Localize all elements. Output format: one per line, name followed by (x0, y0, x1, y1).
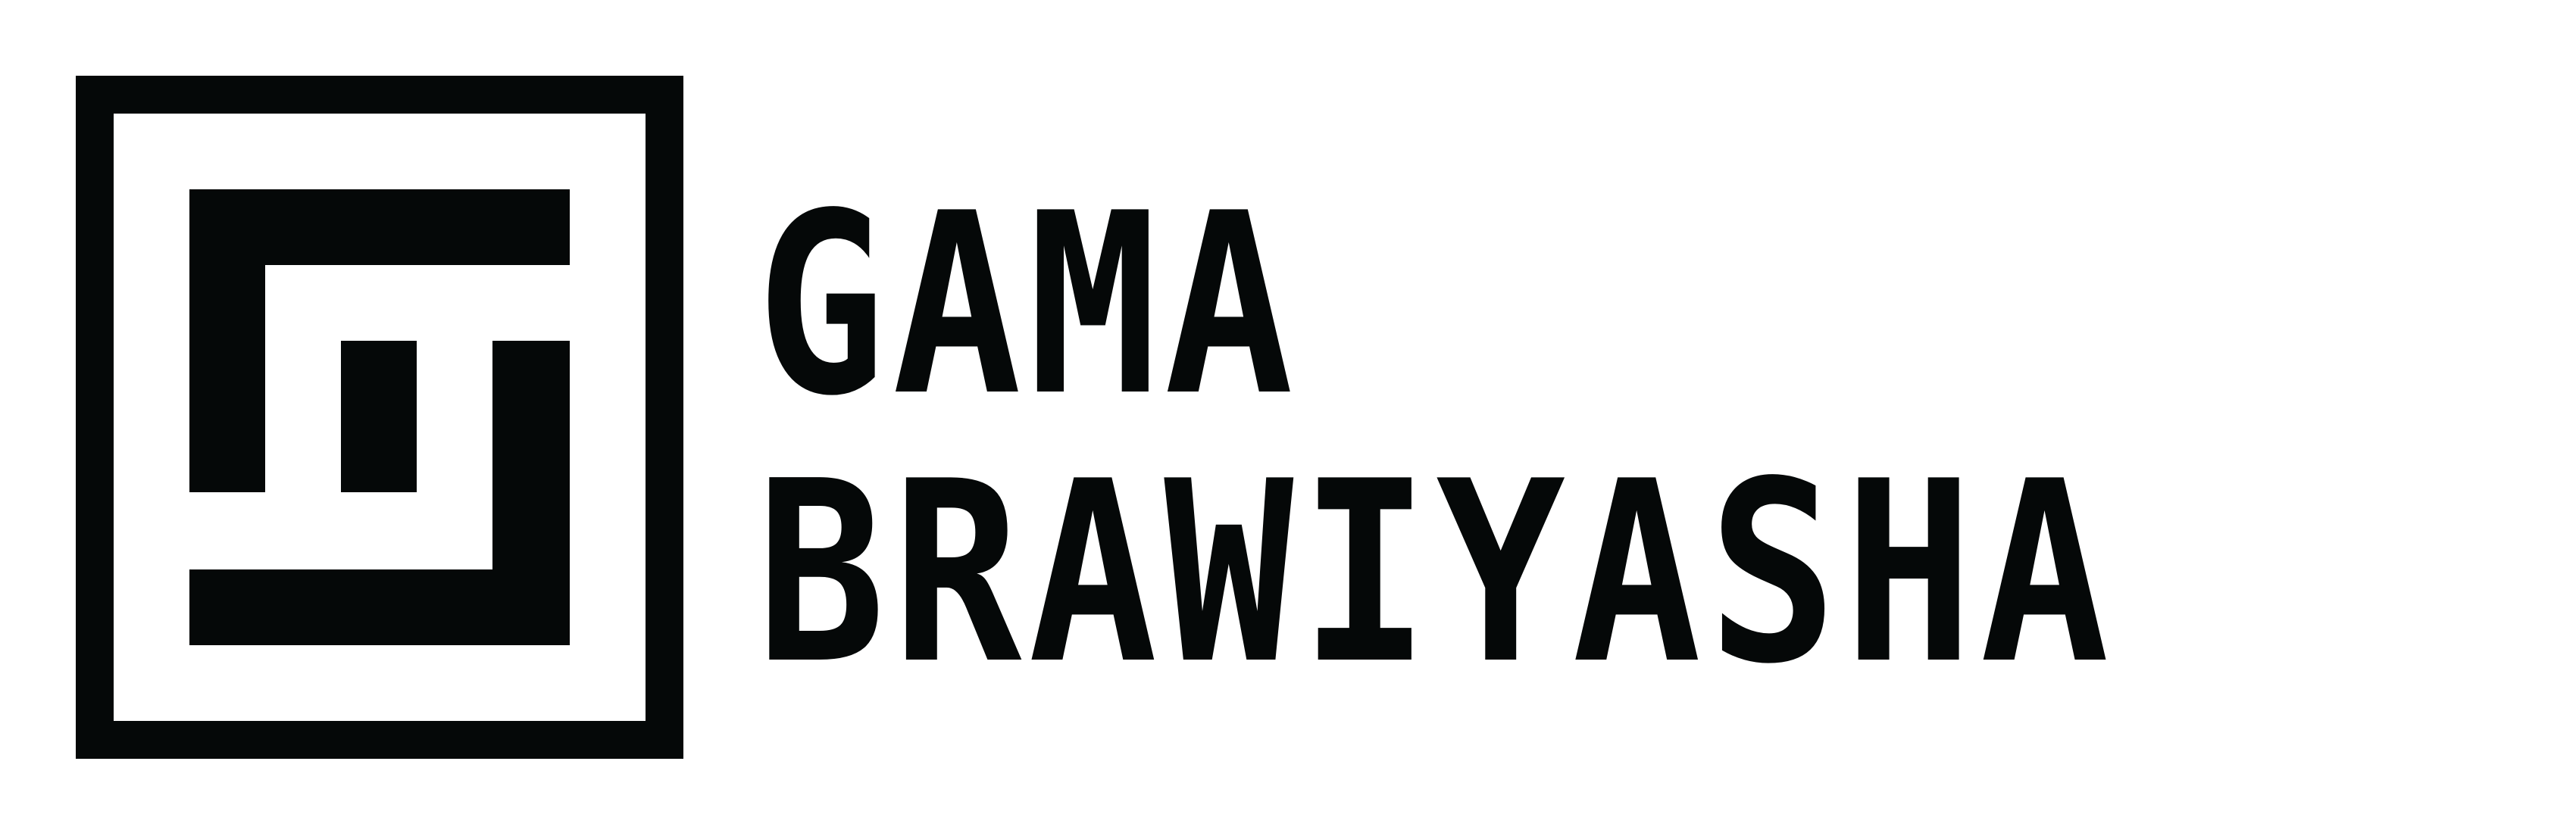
logo-line-1: GAMA (756, 160, 1300, 451)
top-left-bracket-icon (189, 189, 570, 492)
bottom-right-bracket-icon (189, 341, 570, 645)
logo-line-2: BRAWIYASHA (756, 428, 2116, 719)
logo-mark (76, 76, 683, 759)
center-block-icon (341, 341, 417, 492)
logo-wordmark: GAMA BRAWIYASHA (756, 159, 2544, 698)
